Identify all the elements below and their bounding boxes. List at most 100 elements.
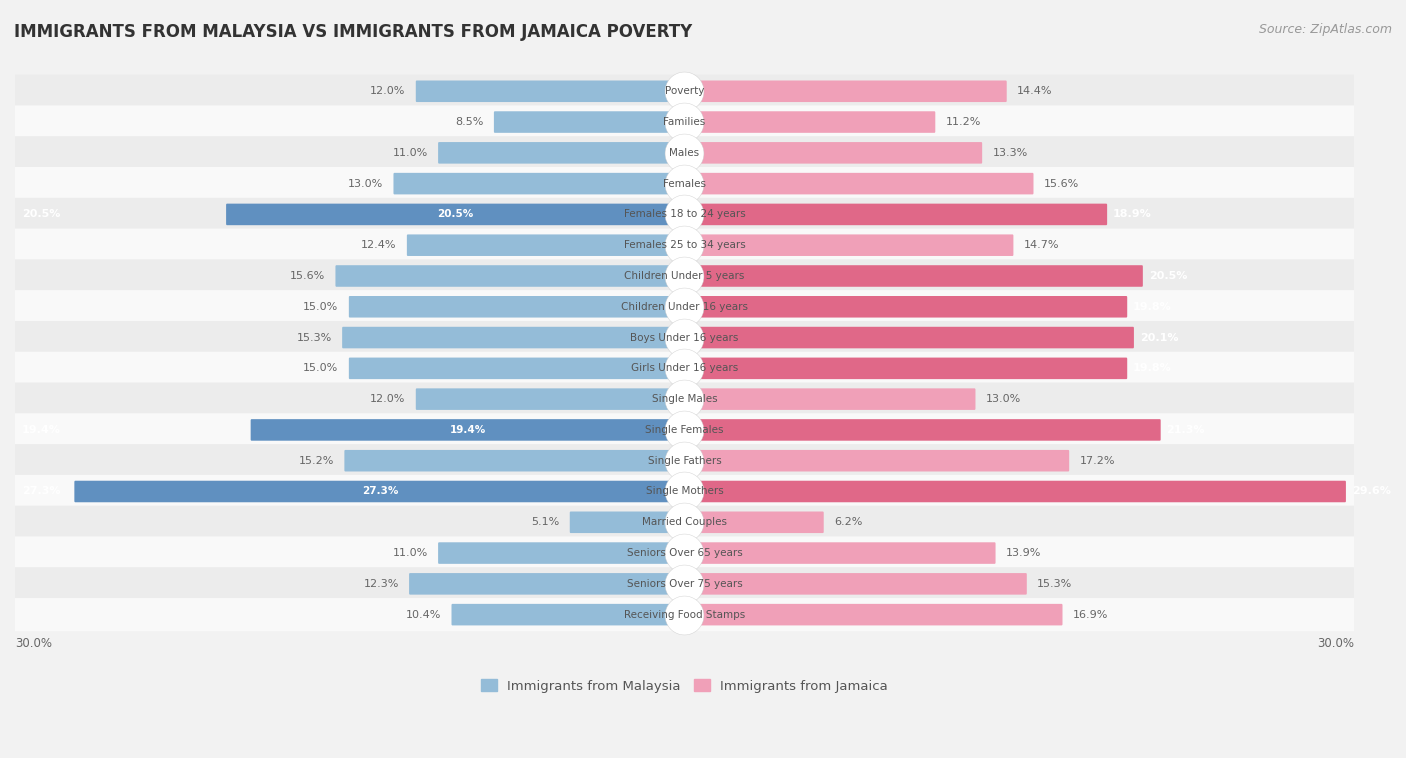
FancyBboxPatch shape	[11, 598, 1357, 631]
Text: Poverty: Poverty	[665, 86, 704, 96]
FancyBboxPatch shape	[683, 265, 1143, 287]
Text: 15.2%: 15.2%	[298, 456, 335, 465]
Text: 8.5%: 8.5%	[456, 117, 484, 127]
FancyBboxPatch shape	[683, 111, 935, 133]
FancyBboxPatch shape	[683, 327, 1133, 349]
Text: 30.0%: 30.0%	[15, 637, 52, 650]
Text: 19.8%: 19.8%	[1133, 363, 1171, 374]
Text: 16.9%: 16.9%	[1073, 609, 1108, 619]
FancyBboxPatch shape	[683, 450, 1069, 471]
FancyBboxPatch shape	[683, 173, 1033, 194]
FancyBboxPatch shape	[409, 573, 685, 594]
Text: 15.0%: 15.0%	[304, 302, 339, 312]
FancyBboxPatch shape	[683, 573, 1026, 594]
FancyBboxPatch shape	[11, 136, 1357, 170]
Text: 11.0%: 11.0%	[392, 548, 427, 558]
FancyBboxPatch shape	[11, 537, 1357, 570]
FancyBboxPatch shape	[494, 111, 685, 133]
FancyBboxPatch shape	[406, 234, 685, 256]
Text: 13.9%: 13.9%	[1005, 548, 1042, 558]
FancyBboxPatch shape	[11, 444, 1357, 478]
FancyBboxPatch shape	[226, 204, 685, 225]
Text: 11.2%: 11.2%	[946, 117, 981, 127]
Text: 13.0%: 13.0%	[347, 179, 384, 189]
Text: IMMIGRANTS FROM MALAYSIA VS IMMIGRANTS FROM JAMAICA POVERTY: IMMIGRANTS FROM MALAYSIA VS IMMIGRANTS F…	[14, 23, 692, 41]
FancyBboxPatch shape	[11, 321, 1357, 354]
Text: Seniors Over 75 years: Seniors Over 75 years	[627, 579, 742, 589]
Text: 19.8%: 19.8%	[1133, 302, 1171, 312]
Text: 27.3%: 27.3%	[21, 487, 60, 496]
Text: Single Mothers: Single Mothers	[645, 487, 723, 496]
Text: 29.6%: 29.6%	[1351, 487, 1391, 496]
Text: 10.4%: 10.4%	[406, 609, 441, 619]
FancyBboxPatch shape	[569, 512, 685, 533]
FancyBboxPatch shape	[683, 296, 1128, 318]
FancyBboxPatch shape	[11, 290, 1357, 324]
FancyBboxPatch shape	[683, 204, 1107, 225]
Text: 12.0%: 12.0%	[370, 394, 405, 404]
Text: 20.5%: 20.5%	[21, 209, 60, 219]
FancyBboxPatch shape	[683, 512, 824, 533]
Text: 19.4%: 19.4%	[21, 425, 60, 435]
Text: 27.3%: 27.3%	[361, 487, 398, 496]
Text: 19.4%: 19.4%	[450, 425, 486, 435]
Text: 15.3%: 15.3%	[297, 333, 332, 343]
Text: 18.9%: 18.9%	[1114, 209, 1152, 219]
FancyBboxPatch shape	[11, 259, 1357, 293]
FancyBboxPatch shape	[11, 567, 1357, 600]
FancyBboxPatch shape	[11, 475, 1357, 508]
Text: Source: ZipAtlas.com: Source: ZipAtlas.com	[1258, 23, 1392, 36]
FancyBboxPatch shape	[11, 506, 1357, 539]
FancyBboxPatch shape	[11, 74, 1357, 108]
Text: Females 18 to 24 years: Females 18 to 24 years	[624, 209, 745, 219]
Text: Families: Families	[664, 117, 706, 127]
Text: 13.3%: 13.3%	[993, 148, 1028, 158]
Text: Single Females: Single Females	[645, 425, 724, 435]
Text: 21.3%: 21.3%	[1167, 425, 1205, 435]
FancyBboxPatch shape	[394, 173, 685, 194]
FancyBboxPatch shape	[683, 388, 976, 410]
FancyBboxPatch shape	[683, 542, 995, 564]
Text: Girls Under 16 years: Girls Under 16 years	[631, 363, 738, 374]
FancyBboxPatch shape	[11, 198, 1357, 231]
Text: Children Under 16 years: Children Under 16 years	[621, 302, 748, 312]
FancyBboxPatch shape	[683, 419, 1161, 440]
Text: 12.3%: 12.3%	[364, 579, 399, 589]
Text: 11.0%: 11.0%	[392, 148, 427, 158]
Text: 20.5%: 20.5%	[1149, 271, 1187, 281]
FancyBboxPatch shape	[11, 352, 1357, 385]
FancyBboxPatch shape	[683, 481, 1346, 503]
FancyBboxPatch shape	[683, 234, 1014, 256]
FancyBboxPatch shape	[75, 481, 685, 503]
Text: 15.0%: 15.0%	[304, 363, 339, 374]
FancyBboxPatch shape	[683, 604, 1063, 625]
FancyBboxPatch shape	[439, 142, 685, 164]
FancyBboxPatch shape	[250, 419, 685, 440]
Text: Children Under 5 years: Children Under 5 years	[624, 271, 745, 281]
FancyBboxPatch shape	[683, 142, 983, 164]
Text: Females: Females	[664, 179, 706, 189]
Text: 12.4%: 12.4%	[361, 240, 396, 250]
Text: 15.3%: 15.3%	[1038, 579, 1073, 589]
Text: 15.6%: 15.6%	[290, 271, 325, 281]
Text: 15.6%: 15.6%	[1043, 179, 1078, 189]
Text: 20.1%: 20.1%	[1140, 333, 1178, 343]
FancyBboxPatch shape	[349, 296, 685, 318]
Text: 17.2%: 17.2%	[1080, 456, 1115, 465]
FancyBboxPatch shape	[683, 80, 1007, 102]
FancyBboxPatch shape	[439, 542, 685, 564]
FancyBboxPatch shape	[11, 413, 1357, 446]
Text: 6.2%: 6.2%	[834, 517, 862, 528]
Text: 20.5%: 20.5%	[437, 209, 474, 219]
Text: 14.7%: 14.7%	[1024, 240, 1059, 250]
FancyBboxPatch shape	[11, 383, 1357, 415]
FancyBboxPatch shape	[342, 327, 685, 349]
FancyBboxPatch shape	[349, 358, 685, 379]
Text: Receiving Food Stamps: Receiving Food Stamps	[624, 609, 745, 619]
Text: 12.0%: 12.0%	[370, 86, 405, 96]
Text: Seniors Over 65 years: Seniors Over 65 years	[627, 548, 742, 558]
FancyBboxPatch shape	[416, 80, 685, 102]
FancyBboxPatch shape	[451, 604, 685, 625]
Text: Married Couples: Married Couples	[643, 517, 727, 528]
FancyBboxPatch shape	[11, 167, 1357, 200]
